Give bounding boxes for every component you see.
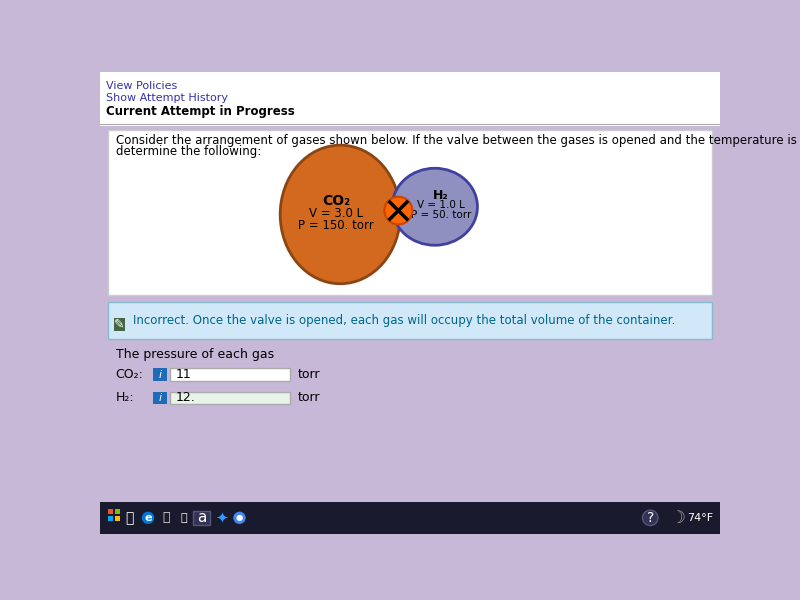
Text: 🔒: 🔒	[180, 513, 187, 523]
Bar	[100, 502, 720, 534]
Circle shape	[642, 510, 658, 526]
Text: Current Attempt in Progress: Current Attempt in Progress	[106, 105, 295, 118]
Text: Consider the arrangement of gases shown below. If the valve between the gases is: Consider the arrangement of gases shown …	[115, 134, 800, 146]
Ellipse shape	[280, 145, 400, 284]
Text: ●: ●	[236, 514, 243, 523]
Bar	[108, 302, 712, 339]
Text: i: i	[158, 393, 162, 403]
Ellipse shape	[392, 168, 478, 245]
Bar	[114, 515, 120, 521]
Text: CO₂:: CO₂:	[115, 368, 143, 381]
Bar	[153, 368, 166, 381]
Text: V = 3.0 L: V = 3.0 L	[310, 207, 363, 220]
Text: Show Attempt History: Show Attempt History	[106, 93, 228, 103]
Text: H₂:: H₂:	[115, 391, 134, 404]
Text: determine the following:: determine the following:	[115, 145, 261, 158]
Bar	[108, 509, 113, 514]
Bar	[170, 392, 290, 404]
Text: a: a	[197, 511, 206, 526]
Text: torr: torr	[298, 368, 320, 381]
Text: torr: torr	[298, 391, 320, 404]
Bar	[153, 392, 166, 404]
Text: 🔍: 🔍	[126, 511, 134, 525]
Text: ?: ?	[646, 511, 654, 525]
Circle shape	[142, 512, 154, 524]
Circle shape	[234, 512, 246, 524]
Text: P = 150. torr: P = 150. torr	[298, 219, 374, 232]
Circle shape	[385, 197, 412, 224]
Bar	[170, 368, 290, 381]
Text: e: e	[144, 513, 152, 523]
Bar	[108, 130, 712, 295]
Text: View Policies: View Policies	[106, 81, 178, 91]
Text: 11: 11	[175, 368, 191, 381]
Text: ✦: ✦	[215, 511, 228, 526]
Text: V = 1.0 L: V = 1.0 L	[417, 200, 465, 210]
Text: i: i	[158, 370, 162, 380]
Text: ✎: ✎	[114, 318, 125, 331]
Text: P = 50. torr: P = 50. torr	[411, 210, 471, 220]
Bar	[108, 515, 113, 521]
Bar	[193, 511, 210, 525]
Text: Incorrect. Once the valve is opened, each gas will occupy the total volume of th: Incorrect. Once the valve is opened, eac…	[133, 314, 674, 327]
Bar	[114, 509, 120, 514]
Text: 74°F: 74°F	[687, 513, 714, 523]
Text: 12.: 12.	[175, 391, 195, 404]
Text: H₂: H₂	[433, 188, 449, 202]
Bar	[114, 317, 125, 331]
Text: 📁: 📁	[162, 511, 170, 524]
Bar	[100, 72, 720, 126]
Text: The pressure of each gas: The pressure of each gas	[115, 347, 274, 361]
Text: CO₂: CO₂	[322, 194, 350, 208]
Text: ☽: ☽	[670, 509, 685, 527]
